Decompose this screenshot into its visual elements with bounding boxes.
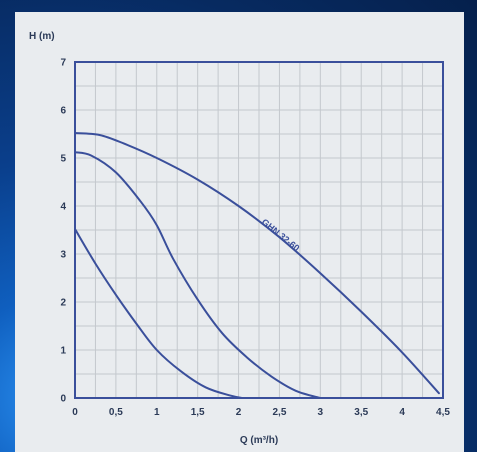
y-tick-label: 2 bbox=[60, 298, 66, 309]
y-tick-label: 1 bbox=[60, 346, 66, 357]
curves bbox=[74, 132, 440, 399]
y-axis-ticks: 0 1 2 3 4 5 6 7 bbox=[60, 58, 66, 405]
curve-speed-low bbox=[74, 228, 244, 399]
x-tick-label: 2,5 bbox=[272, 407, 286, 418]
x-tick-label: 0 bbox=[72, 407, 78, 418]
y-tick-label: 5 bbox=[60, 154, 66, 165]
x-tick-label: 1,5 bbox=[191, 407, 205, 418]
x-tick-label: 4,5 bbox=[436, 407, 450, 418]
x-tick-label: 1 bbox=[154, 407, 160, 418]
y-tick-label: 4 bbox=[60, 202, 66, 213]
y-tick-label: 6 bbox=[60, 106, 66, 117]
x-tick-label: 3,5 bbox=[354, 407, 368, 418]
x-axis-title: Q (m³/h) bbox=[240, 435, 278, 446]
curve-speed-high bbox=[74, 132, 440, 395]
y-axis-title: H (m) bbox=[29, 31, 55, 42]
x-tick-label: 0,5 bbox=[109, 407, 123, 418]
y-tick-label: 3 bbox=[60, 250, 66, 261]
curve-speed-medium bbox=[74, 151, 322, 399]
y-tick-label: 0 bbox=[60, 394, 66, 405]
grid bbox=[75, 62, 443, 398]
x-tick-label: 3 bbox=[318, 407, 324, 418]
x-axis-ticks: 0 0,5 1 1,5 2 2,5 3 3,5 4 4,5 bbox=[72, 407, 450, 418]
pump-curve-chart: 0 0,5 1 1,5 2 2,5 3 3,5 4 4,5 0 1 2 3 4 5 6 7 H (m) Q (m… bbox=[29, 31, 450, 446]
plot-frame bbox=[74, 61, 444, 399]
chart-panel: 0 0,5 1 1,5 2 2,5 3 3,5 4 4,5 0 1 2 3 4 5 6 7 H (m) Q (m… bbox=[15, 12, 464, 452]
x-tick-label: 2 bbox=[236, 407, 242, 418]
curve-annotation: GHN 32-60 bbox=[260, 217, 302, 253]
x-tick-label: 4 bbox=[399, 407, 405, 418]
y-tick-label: 7 bbox=[60, 58, 66, 69]
